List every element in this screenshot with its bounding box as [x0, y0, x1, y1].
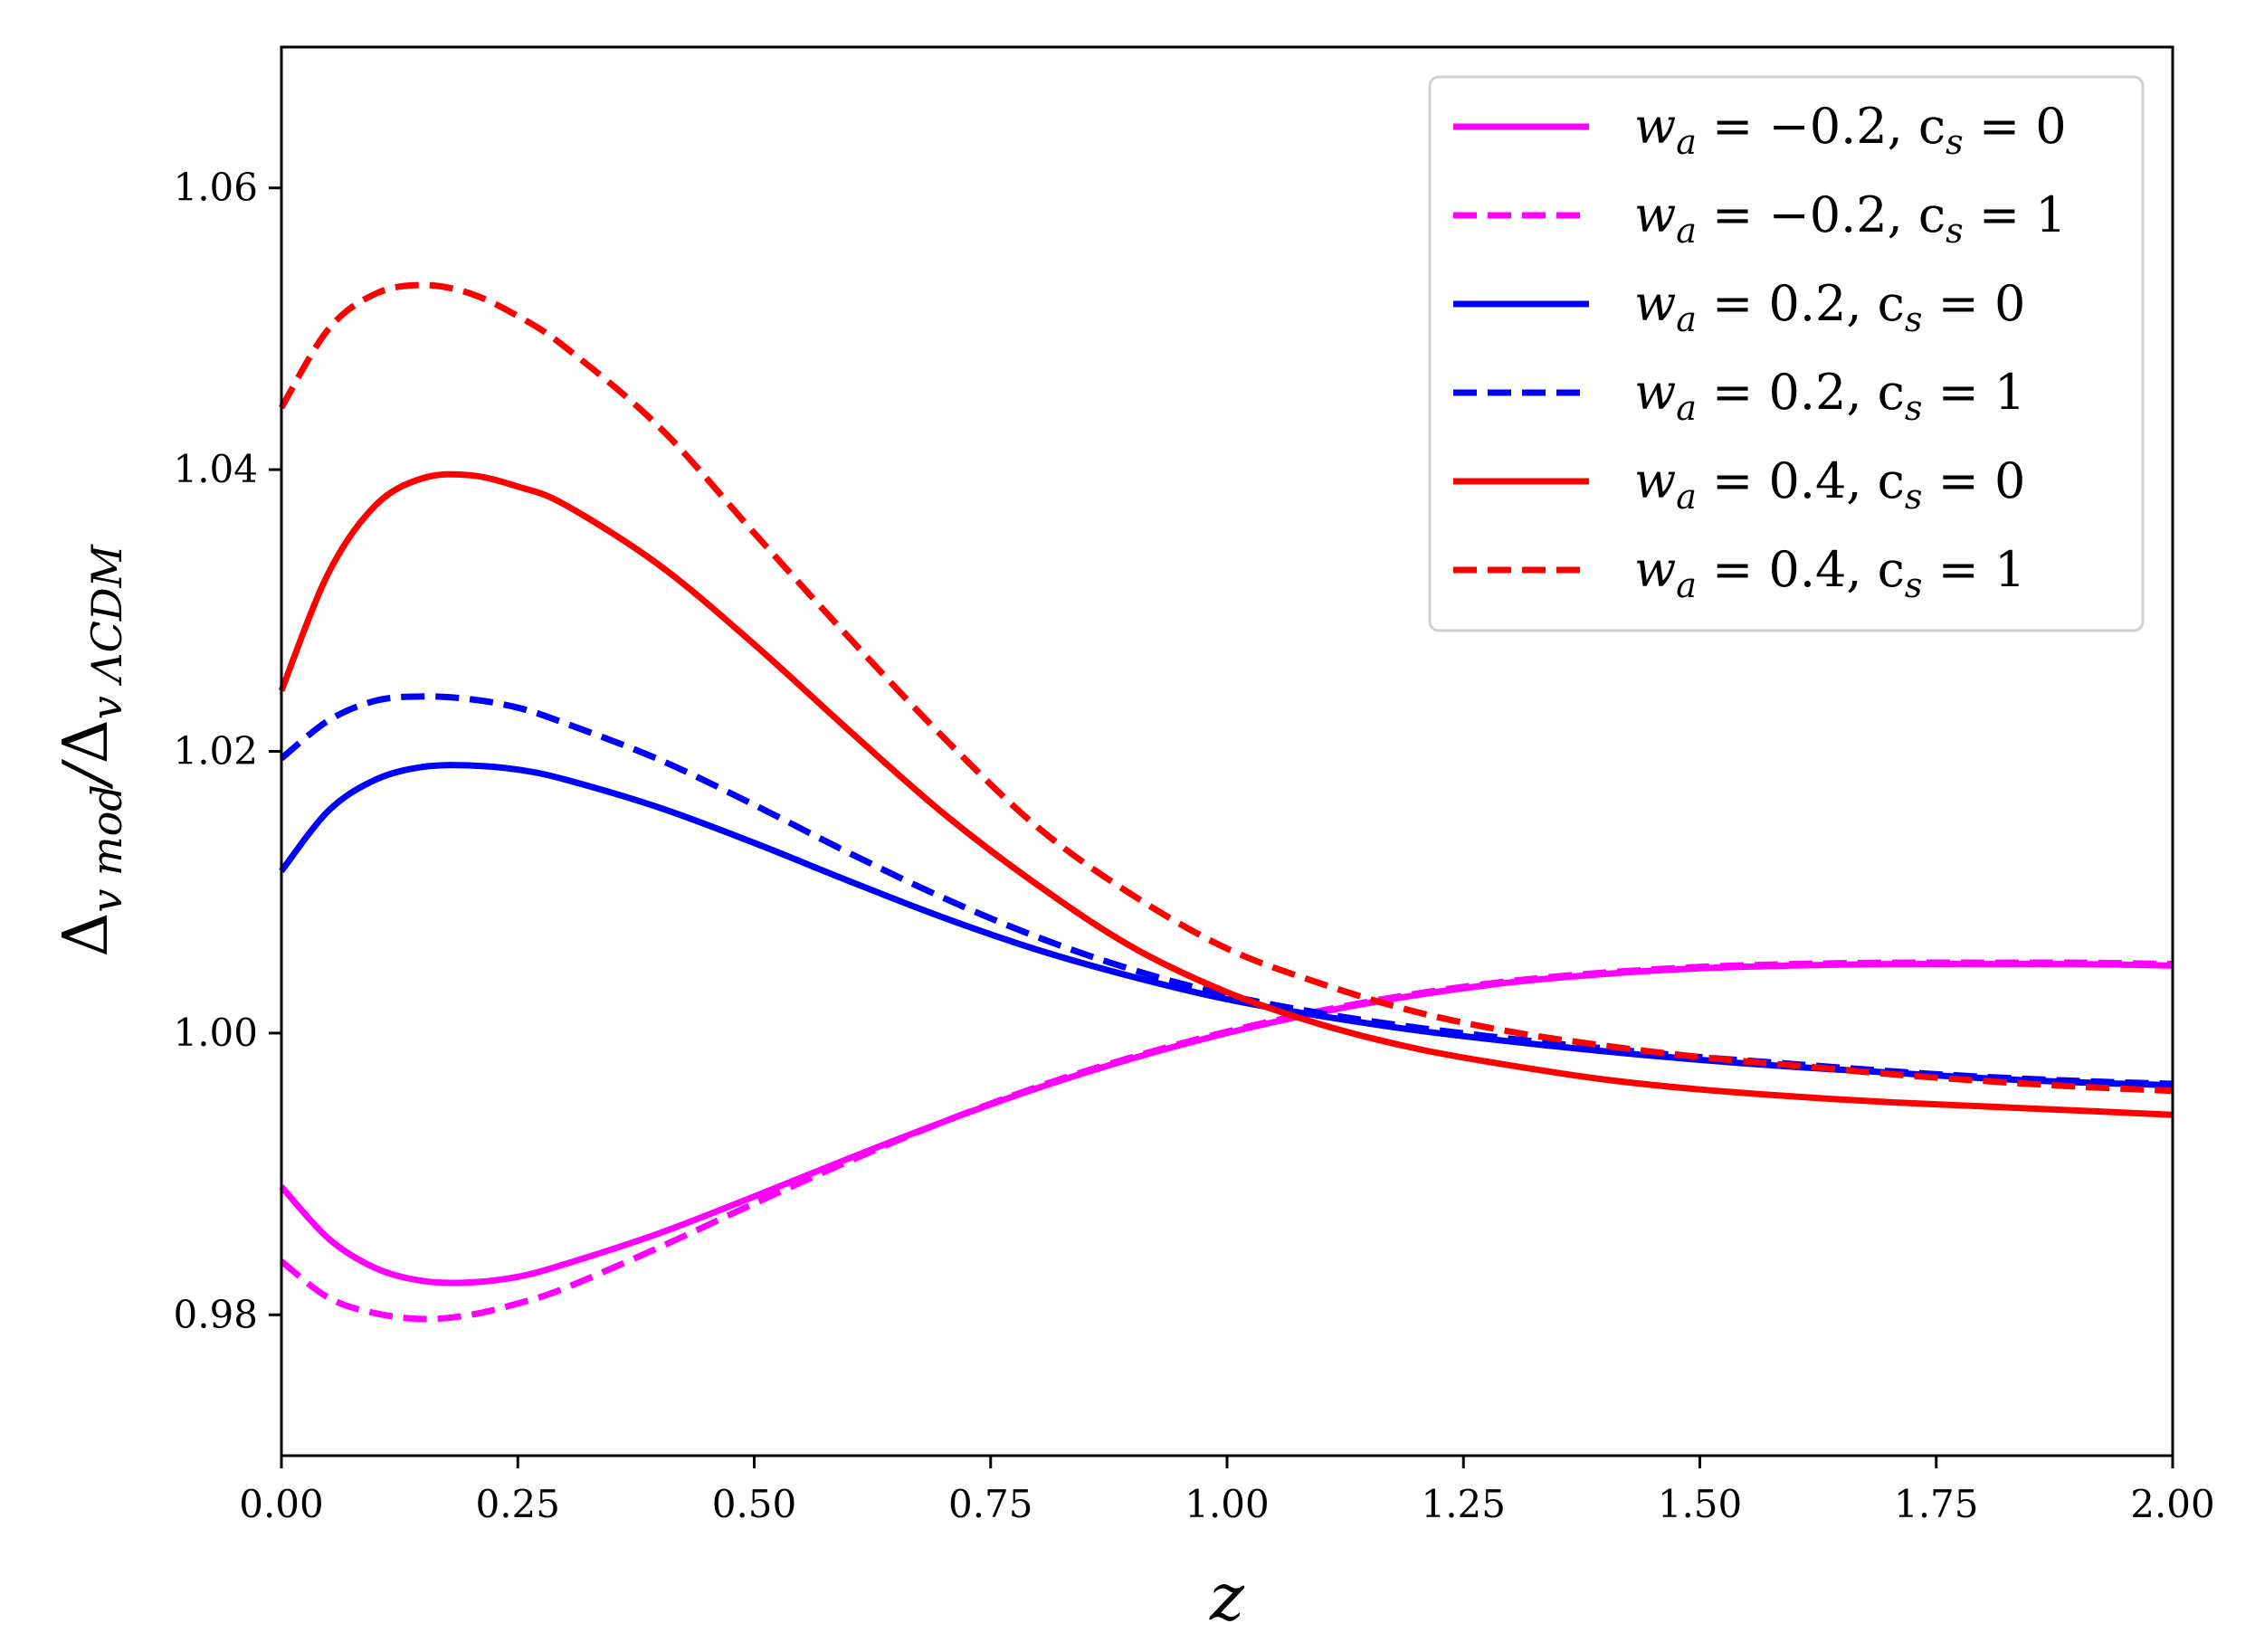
x-tick-label: 2.00	[2130, 1482, 2215, 1526]
series-group	[278, 281, 2174, 1323]
series-line-5	[278, 470, 2174, 1118]
legend-label-3: wa = 0.2, cs = 0	[1634, 275, 2025, 339]
x-tick-label: 0.75	[948, 1482, 1033, 1526]
legend-label-4: wa = 0.2, cs = 1	[1634, 364, 2025, 428]
y-label-delta-1: Δ	[51, 913, 122, 957]
legend-label-1: wa = −0.2, cs = 0	[1634, 98, 2067, 162]
y-label-sub-1: v mod	[82, 784, 131, 912]
y-label-sub-2: v ΛCDM	[82, 543, 131, 719]
legend: wa = −0.2, cs = 0 wa = −0.2, cs = 1 wa = 0…	[1428, 75, 2145, 632]
x-axis-label: z	[1209, 1559, 1245, 1635]
y-tick-label: 1.02	[173, 729, 258, 774]
y-tick-label: 1.06	[173, 166, 258, 210]
y-axis-label: Δv mod/Δv ΛCDM	[51, 543, 131, 956]
y-tick-label: 1.04	[173, 447, 258, 491]
y-tick-label: 0.98	[173, 1292, 258, 1336]
x-tick-label: 1.75	[1894, 1482, 1979, 1526]
x-axis-ticks: 0.00 0.25 0.50 0.75 1.00 1.25 1.50 1.75 2.00	[239, 1456, 2215, 1526]
svg-text:Δv mod/Δv ΛCDM: Δv mod/Δv ΛCDM	[51, 543, 131, 956]
x-tick-label: 1.50	[1658, 1482, 1743, 1526]
x-tick-label: 1.00	[1185, 1482, 1270, 1526]
series-line-2	[279, 959, 2174, 1323]
legend-label-6: wa = 0.4, cs = 1	[1634, 541, 2025, 605]
legend-box	[1428, 75, 2145, 632]
y-label-delta-2: Δ	[51, 719, 122, 764]
y-axis-ticks: 0.98 1.00 1.02 1.04 1.06	[173, 166, 281, 1336]
legend-label-5: wa = 0.4, cs = 0	[1634, 452, 2025, 517]
series-line-6	[278, 281, 2174, 1095]
legend-label-2: wa = −0.2, cs = 1	[1634, 186, 2067, 251]
x-tick-label: 0.00	[239, 1482, 324, 1526]
x-tick-label: 0.50	[712, 1482, 797, 1526]
x-tick-label: 1.25	[1421, 1482, 1506, 1526]
x-tick-label: 0.25	[475, 1482, 560, 1526]
y-tick-label: 1.00	[173, 1011, 258, 1055]
